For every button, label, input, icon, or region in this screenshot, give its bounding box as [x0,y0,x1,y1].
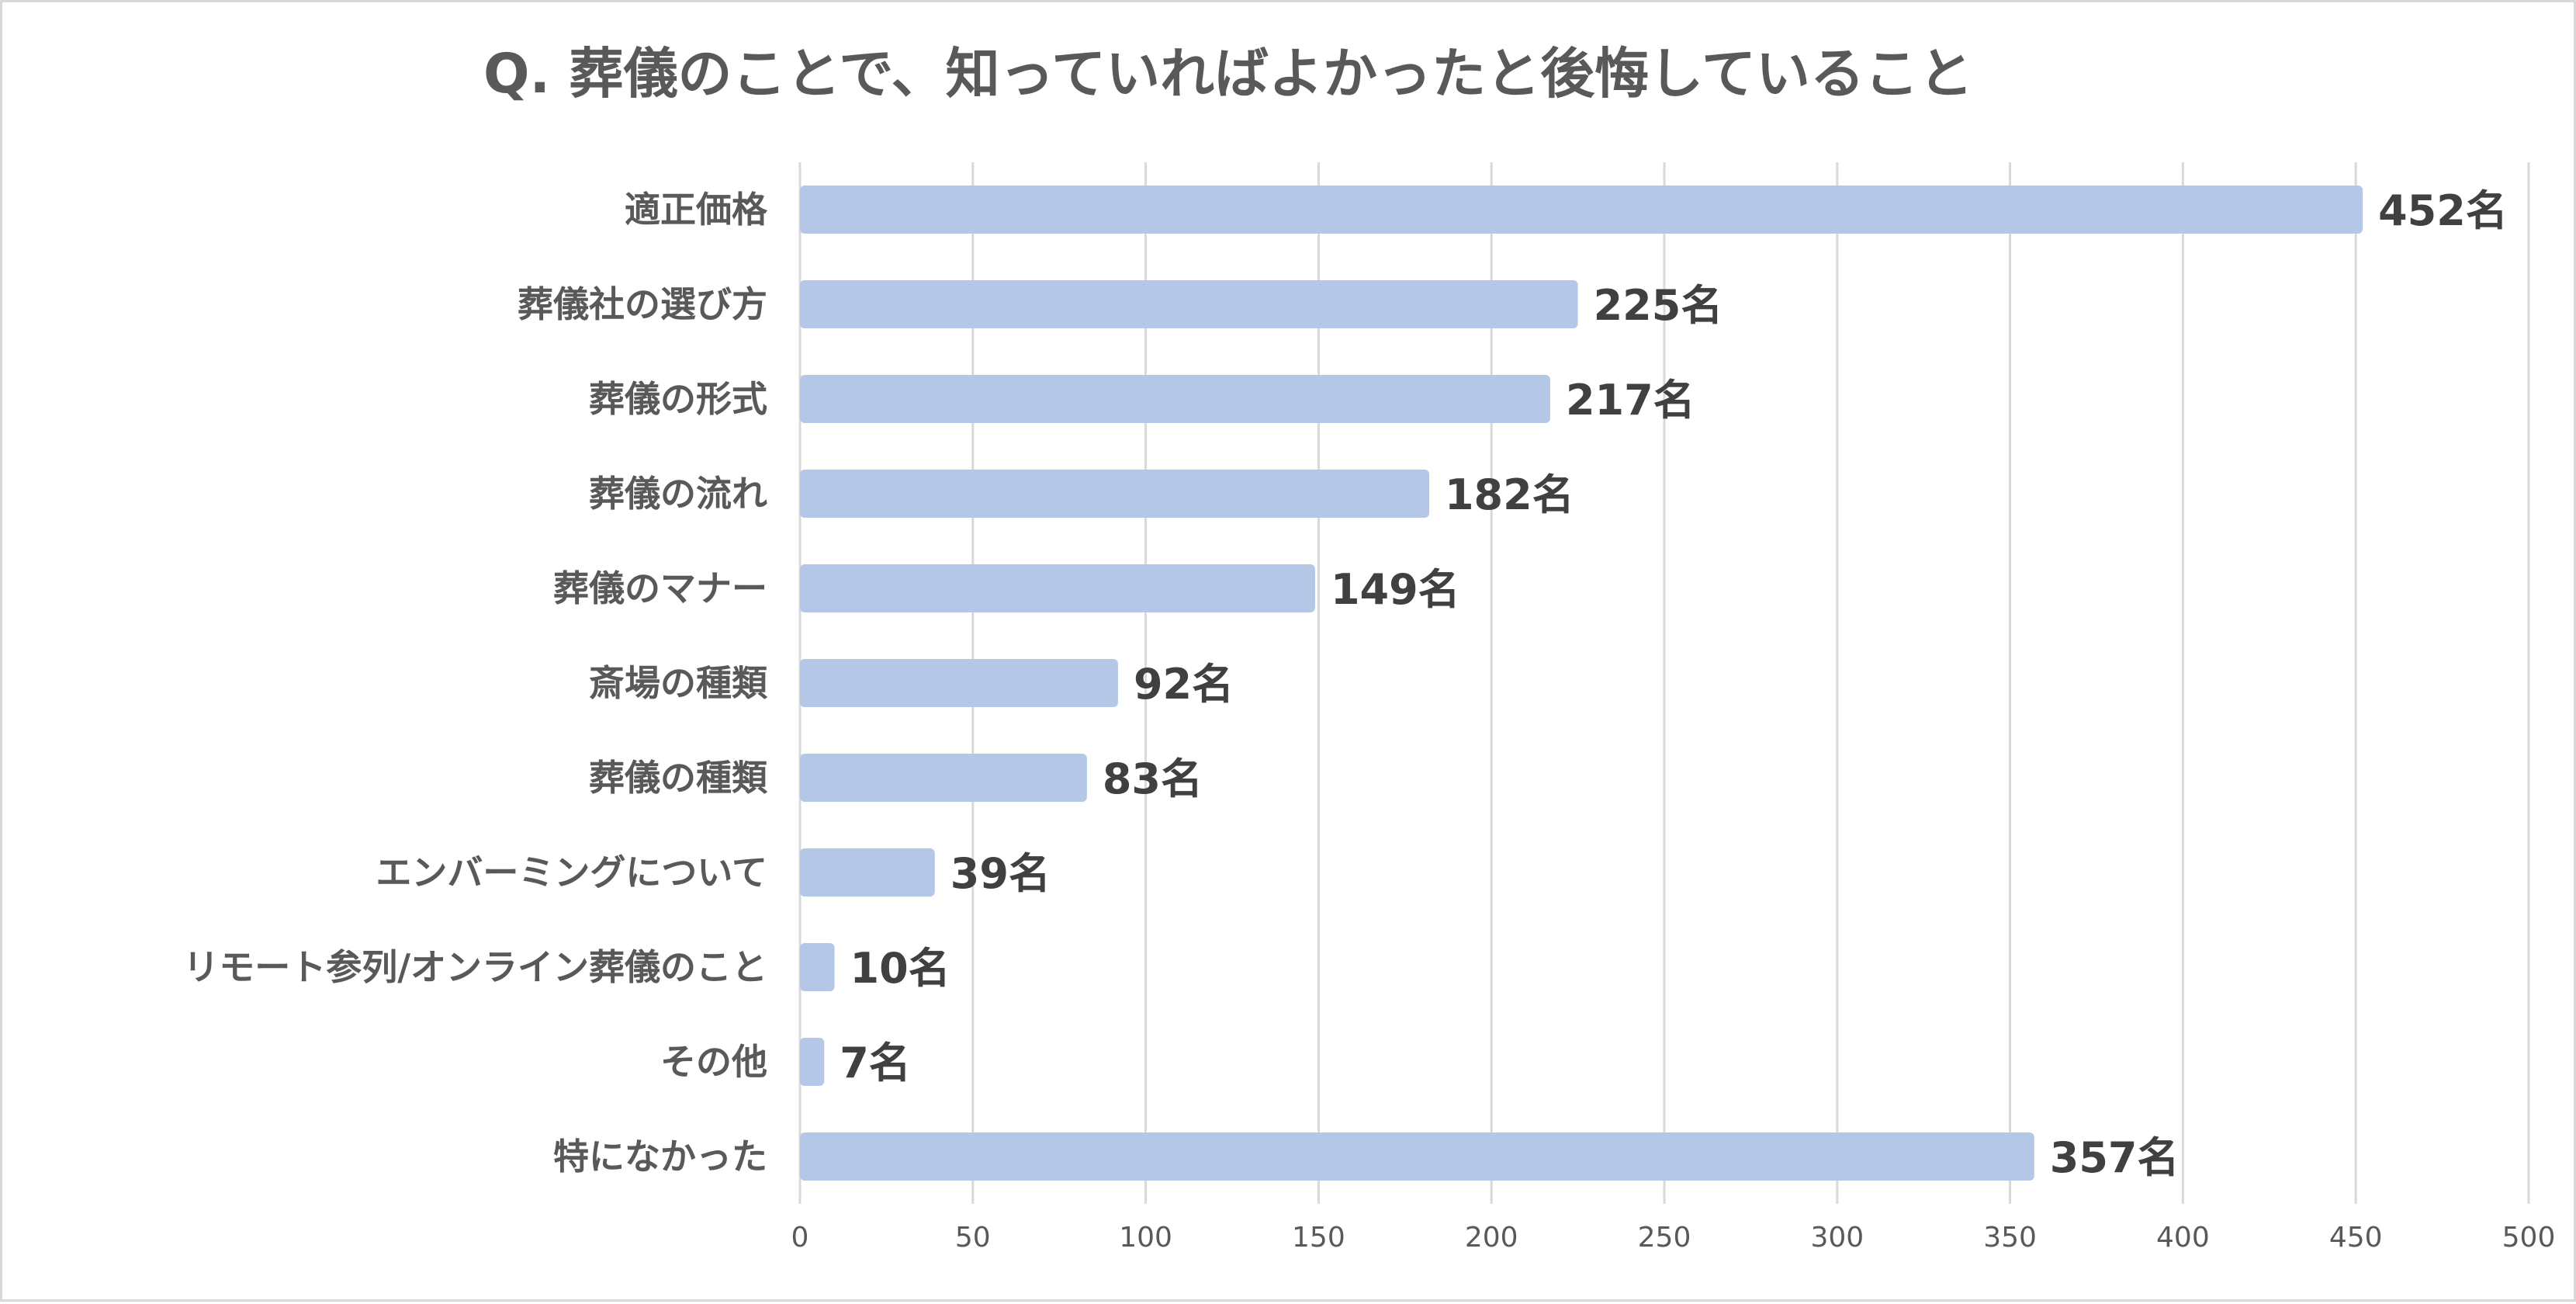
x-tick-label: 50 [955,1222,991,1254]
category-label: 葬儀の形式 [589,378,767,420]
category-label: 葬儀社の選び方 [518,283,767,325]
x-tick-label: 250 [1638,1222,1691,1254]
bar [800,1038,824,1086]
x-tick-label: 0 [791,1222,809,1254]
value-label: 10名 [850,944,950,993]
chart-frame: Q. 葬儀のことで、知っていればよかったと後悔していること 0 50 100 150 2… [0,0,2576,1302]
category-label: 葬儀の流れ [589,473,767,515]
x-tick-label: 350 [1983,1222,2037,1254]
x-tick-label: 450 [2329,1222,2383,1254]
x-tick-label: 500 [2502,1222,2556,1254]
bar [800,943,835,991]
bar [800,659,1118,707]
x-tick-label: 400 [2156,1222,2210,1254]
value-label: 92名 [1134,660,1234,709]
value-label: 83名 [1103,754,1203,803]
bar [800,1132,2034,1181]
bar [800,470,1429,518]
category-label: リモート参列/オンライン葬儀のこと [183,946,767,988]
category-label: エンバーミングについて [376,851,767,893]
category-label: 適正価格 [625,189,768,231]
category-label: 葬儀の種類 [589,757,768,799]
category-label: その他 [660,1041,767,1083]
value-label: 225名 [1594,281,1723,330]
value-label: 39名 [950,849,1051,898]
bar-chart: 0 50 100 150 200 250 300 350 400 450 500 適正価格 452名葬儀… [2,2,2576,1304]
category-label: 葬儀のマナー [553,567,767,609]
bar [800,280,1578,328]
bar [800,754,1087,802]
x-tick-label: 150 [1292,1222,1345,1254]
bar [800,375,1550,423]
value-label: 217名 [1566,376,1695,425]
bar [800,564,1315,612]
value-label: 7名 [840,1039,911,1087]
category-label: 斎場の種類 [589,662,768,704]
x-tick-label: 300 [1810,1222,1864,1254]
value-label: 182名 [1445,470,1574,519]
x-tick-label: 200 [1465,1222,1518,1254]
bar [800,848,935,896]
value-label: 149名 [1331,565,1460,614]
category-label: 特になかった [553,1136,767,1177]
bar [800,186,2363,234]
x-tick-label: 100 [1119,1222,1172,1254]
value-label: 452名 [2378,186,2508,235]
value-label: 357名 [2050,1133,2180,1182]
